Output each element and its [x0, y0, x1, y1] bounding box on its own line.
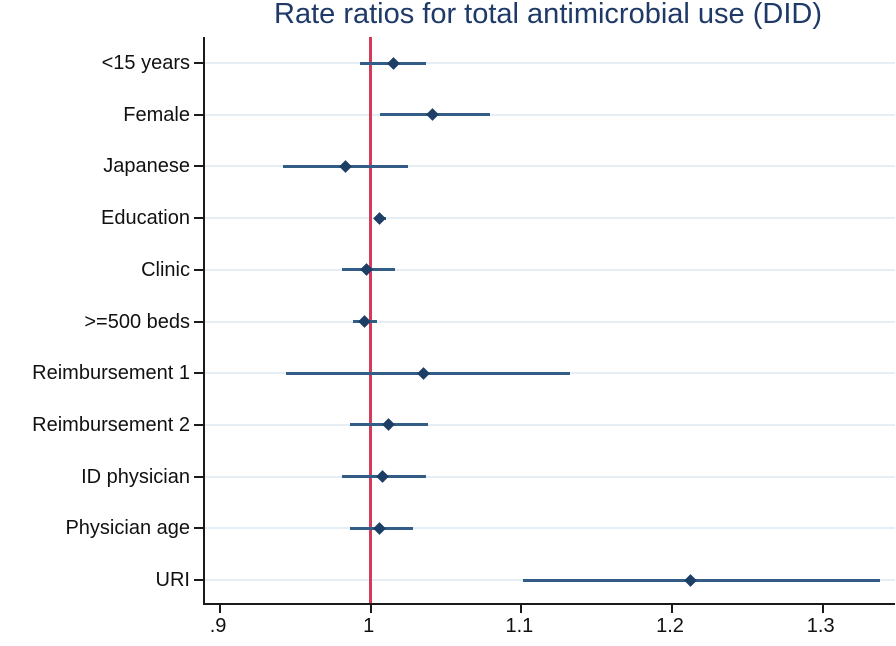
- gridline: [205, 268, 895, 271]
- gridline: [205, 113, 895, 116]
- x-axis-tick: [821, 605, 824, 613]
- gridline: [205, 527, 895, 530]
- y-axis-tick: [194, 579, 203, 581]
- y-axis-category-label: Physician age: [65, 517, 190, 540]
- x-axis-tick-label: 1.2: [656, 615, 684, 637]
- y-axis-tick: [194, 165, 203, 168]
- point-estimate-marker: [338, 160, 352, 173]
- y-axis-category-label: URI: [155, 569, 190, 591]
- point-estimate-marker: [373, 211, 387, 225]
- y-axis-tick: [194, 62, 203, 64]
- gridline: [205, 475, 895, 478]
- gridline: [205, 217, 895, 220]
- point-estimate-marker: [426, 108, 439, 122]
- y-axis-tick: [194, 372, 203, 375]
- y-axis-tick: [194, 113, 203, 116]
- y-axis-category-label: >=500 beds: [84, 310, 190, 333]
- y-axis-tick: [194, 320, 203, 323]
- x-axis-tick: [369, 605, 372, 613]
- y-axis-labels: <15 years Female Japanese Education Clinic >=…: [0, 37, 190, 603]
- x-axis-tick-label: 1.3: [806, 615, 835, 637]
- x-axis-tick: [219, 605, 222, 613]
- gridline: [205, 423, 895, 426]
- y-axis-tick: [194, 475, 203, 478]
- gridline: [205, 62, 895, 64]
- x-axis-tick: [520, 605, 523, 613]
- confidence-interval-line: [522, 578, 880, 582]
- x-axis-tick-label: 1: [363, 615, 375, 637]
- y-axis-category-label: <15 years: [101, 52, 190, 74]
- y-axis-category-label: Reimbursement 1: [32, 362, 190, 385]
- y-axis-tick: [194, 268, 203, 271]
- y-axis-category-label: ID physician: [81, 465, 190, 488]
- point-estimate-marker: [683, 573, 697, 587]
- point-estimate-marker: [376, 470, 390, 483]
- y-axis-category-label: Reimbursement 2: [32, 413, 190, 436]
- point-estimate-marker: [373, 521, 387, 535]
- gridline: [205, 165, 895, 168]
- x-axis-tick: [671, 605, 674, 613]
- y-axis-category-label: Female: [123, 103, 190, 126]
- y-axis-tick: [194, 527, 203, 530]
- gridline: [205, 320, 895, 323]
- x-axis-labels: .9 1 1.1 1.2 1.3: [203, 615, 893, 643]
- chart-title: Rate ratios for total antimicrobial use …: [274, 0, 822, 30]
- y-axis-tick: [194, 217, 203, 220]
- y-axis-category-label: Japanese: [103, 155, 190, 178]
- plot-area: [194, 37, 895, 613]
- point-estimate-marker: [386, 56, 400, 70]
- point-estimate-marker: [382, 418, 396, 432]
- y-axis-category-label: Education: [101, 207, 190, 230]
- x-axis-tick-label: .9: [209, 615, 227, 637]
- x-axis-tick-label: 1.1: [505, 615, 534, 637]
- point-estimate-marker: [417, 366, 430, 380]
- y-axis-category-label: Clinic: [141, 258, 190, 281]
- y-axis-tick: [194, 423, 203, 426]
